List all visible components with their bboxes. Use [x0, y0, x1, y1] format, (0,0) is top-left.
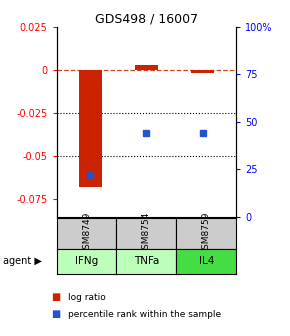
- Title: GDS498 / 16007: GDS498 / 16007: [95, 13, 198, 26]
- Text: GSM8754: GSM8754: [142, 212, 151, 255]
- Text: IFNg: IFNg: [75, 256, 98, 266]
- Text: percentile rank within the sample: percentile rank within the sample: [68, 310, 221, 319]
- Text: agent ▶: agent ▶: [3, 256, 42, 266]
- Bar: [135, 65, 158, 70]
- Text: log ratio: log ratio: [68, 293, 106, 302]
- Bar: [191, 70, 214, 74]
- Text: ■: ■: [51, 292, 60, 302]
- Text: TNFa: TNFa: [134, 256, 159, 266]
- Bar: [79, 70, 102, 187]
- Text: ■: ■: [51, 309, 60, 319]
- Text: IL4: IL4: [199, 256, 214, 266]
- Text: GSM8759: GSM8759: [202, 212, 211, 255]
- Text: GSM8749: GSM8749: [82, 212, 91, 255]
